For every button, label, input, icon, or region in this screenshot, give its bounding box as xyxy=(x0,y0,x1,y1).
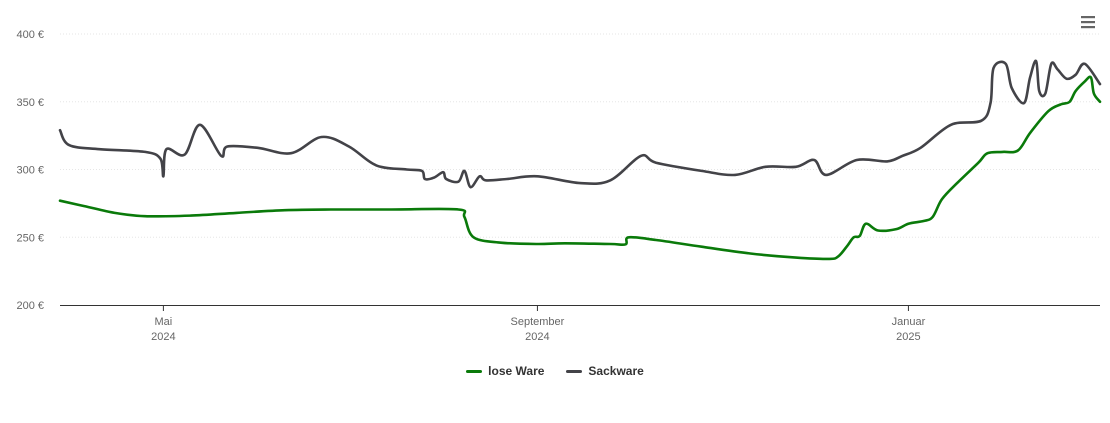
grid-lines xyxy=(60,33,1100,306)
x-tick-year-label: 2024 xyxy=(151,331,175,343)
x-tick-year-label: 2025 xyxy=(896,331,920,343)
chart-legend: lose Ware Sackware xyxy=(0,364,1110,378)
legend-label-lose-ware: lose Ware xyxy=(488,364,545,378)
legend-swatch-lose-ware xyxy=(466,369,483,373)
x-tick-month-label: September xyxy=(511,316,565,328)
y-tick-label: 250 € xyxy=(16,232,44,244)
series-line-sackware[interactable] xyxy=(58,59,1102,189)
y-tick-label: 350 € xyxy=(16,97,44,109)
x-axis-ticks: Mai 2024 September 2024 Januar 2025 xyxy=(151,305,926,343)
x-tick-month-label: Mai xyxy=(155,316,173,328)
y-tick-label: 400 € xyxy=(16,29,44,41)
hamburger-menu-icon[interactable] xyxy=(1078,12,1098,32)
x-tick-year-label: 2024 xyxy=(525,331,549,343)
x-tick-month-label: Januar xyxy=(892,316,926,328)
legend-swatch-sackware xyxy=(566,369,583,373)
y-tick-label: 300 € xyxy=(16,165,44,177)
legend-label-sackware: Sackware xyxy=(588,364,644,378)
y-tick-label: 200 € xyxy=(16,300,44,312)
legend-item-lose-ware[interactable]: lose Ware xyxy=(466,364,544,378)
series-line-lose-ware[interactable] xyxy=(58,75,1102,261)
legend-item-sackware[interactable]: Sackware xyxy=(566,364,644,378)
series-lines xyxy=(58,59,1102,261)
y-axis-ticks: 200 € 250 € 300 € 350 € 400 € xyxy=(16,29,44,312)
